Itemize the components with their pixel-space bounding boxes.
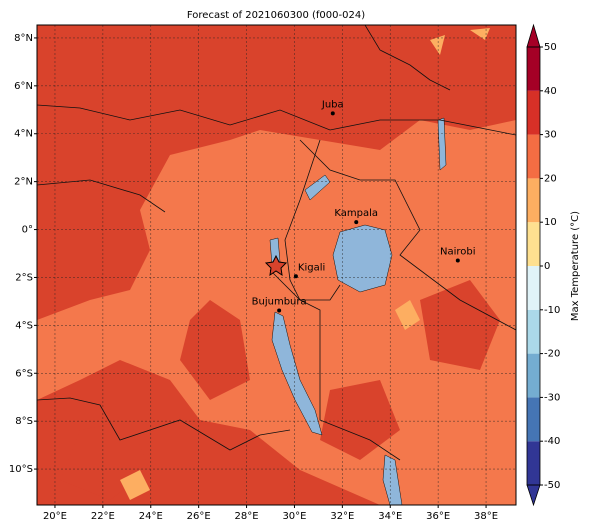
y-tick-label: 2°N — [14, 177, 33, 188]
x-tick-label: 24°E — [139, 511, 163, 522]
colorbar-tick-label: -20 — [544, 349, 560, 360]
colorbar-tick-label: -40 — [544, 436, 560, 447]
colorbar-bin — [527, 266, 540, 310]
city-marker — [455, 258, 460, 263]
y-tick-label: 4°S — [15, 320, 33, 331]
map-frame — [36, 24, 517, 506]
colorbar-bin — [527, 441, 540, 485]
colorbar-bin — [527, 222, 540, 266]
y-tick-label: 4°N — [14, 129, 33, 140]
colorbar-tick-label: 50 — [544, 42, 557, 53]
colorbar-label: Max Temperature (°C) — [570, 211, 581, 321]
colorbar-bin — [527, 134, 540, 179]
y-tick-label: 2°S — [15, 272, 33, 283]
y-tick-label: 6°S — [15, 368, 33, 379]
city-marker — [354, 220, 359, 225]
y-tick-label: 10°S — [9, 464, 33, 475]
city-marker — [293, 274, 298, 279]
colorbar-bin — [527, 353, 540, 398]
colorbar-tick-label: 30 — [544, 130, 557, 141]
x-tick-label: 30°E — [282, 511, 306, 522]
colorbar-bin — [527, 397, 540, 442]
x-tick-label: 22°E — [91, 511, 115, 522]
colorbar-bin — [527, 309, 540, 354]
x-tick-label: 38°E — [474, 511, 498, 522]
colorbar-tick-label: 0 — [544, 261, 550, 272]
city-label: Kigali — [298, 262, 325, 273]
colorbar-extend-top — [526, 23, 541, 48]
colorbar-tick-label: 10 — [544, 217, 557, 228]
colorbar: -50 -40 -30 -20 -10 0 10 20 30 40 50 — [526, 23, 560, 507]
grid: 20°E 22°E 24°E 26°E 28°E 30°E 32°E 34°E 36°E 38°E… — [9, 25, 516, 522]
colorbar-tick-label: -10 — [544, 305, 560, 316]
colorbar-bin — [527, 90, 540, 135]
colorbar-tick-label: 20 — [544, 173, 557, 184]
city-label: Nairobi — [440, 246, 476, 257]
colorbar-bin — [527, 178, 540, 223]
x-tick-label: 28°E — [235, 511, 259, 522]
chart-title: Forecast of 2021060300 (f000-024) — [187, 10, 365, 21]
x-tick-label: 34°E — [378, 511, 402, 522]
colorbar-tick-label: -50 — [544, 480, 560, 491]
colorbar-tick-label: 40 — [544, 86, 557, 97]
y-tick-label: 8°S — [15, 416, 33, 427]
places: Juba Kampala Nairobi Kigali Bujumbura — [252, 99, 476, 313]
city-label: Bujumbura — [252, 297, 307, 308]
y-tick-label: 6°N — [14, 81, 33, 92]
star-marker — [264, 254, 288, 277]
colorbar-tick-label: -30 — [544, 392, 560, 403]
city-label: Kampala — [334, 208, 378, 219]
x-tick-label: 20°E — [43, 511, 67, 522]
colorbar-extend-bottom — [526, 484, 541, 507]
x-tick-label: 26°E — [187, 511, 211, 522]
x-tick-label: 32°E — [330, 511, 354, 522]
y-tick-label: 8°N — [14, 33, 33, 44]
y-tick-label: 0° — [22, 225, 33, 236]
city-marker — [330, 111, 335, 116]
city-label: Juba — [321, 99, 344, 110]
x-tick-label: 36°E — [426, 511, 450, 522]
city-marker — [277, 308, 282, 313]
colorbar-bin — [527, 47, 540, 91]
map-field — [37, 25, 516, 505]
